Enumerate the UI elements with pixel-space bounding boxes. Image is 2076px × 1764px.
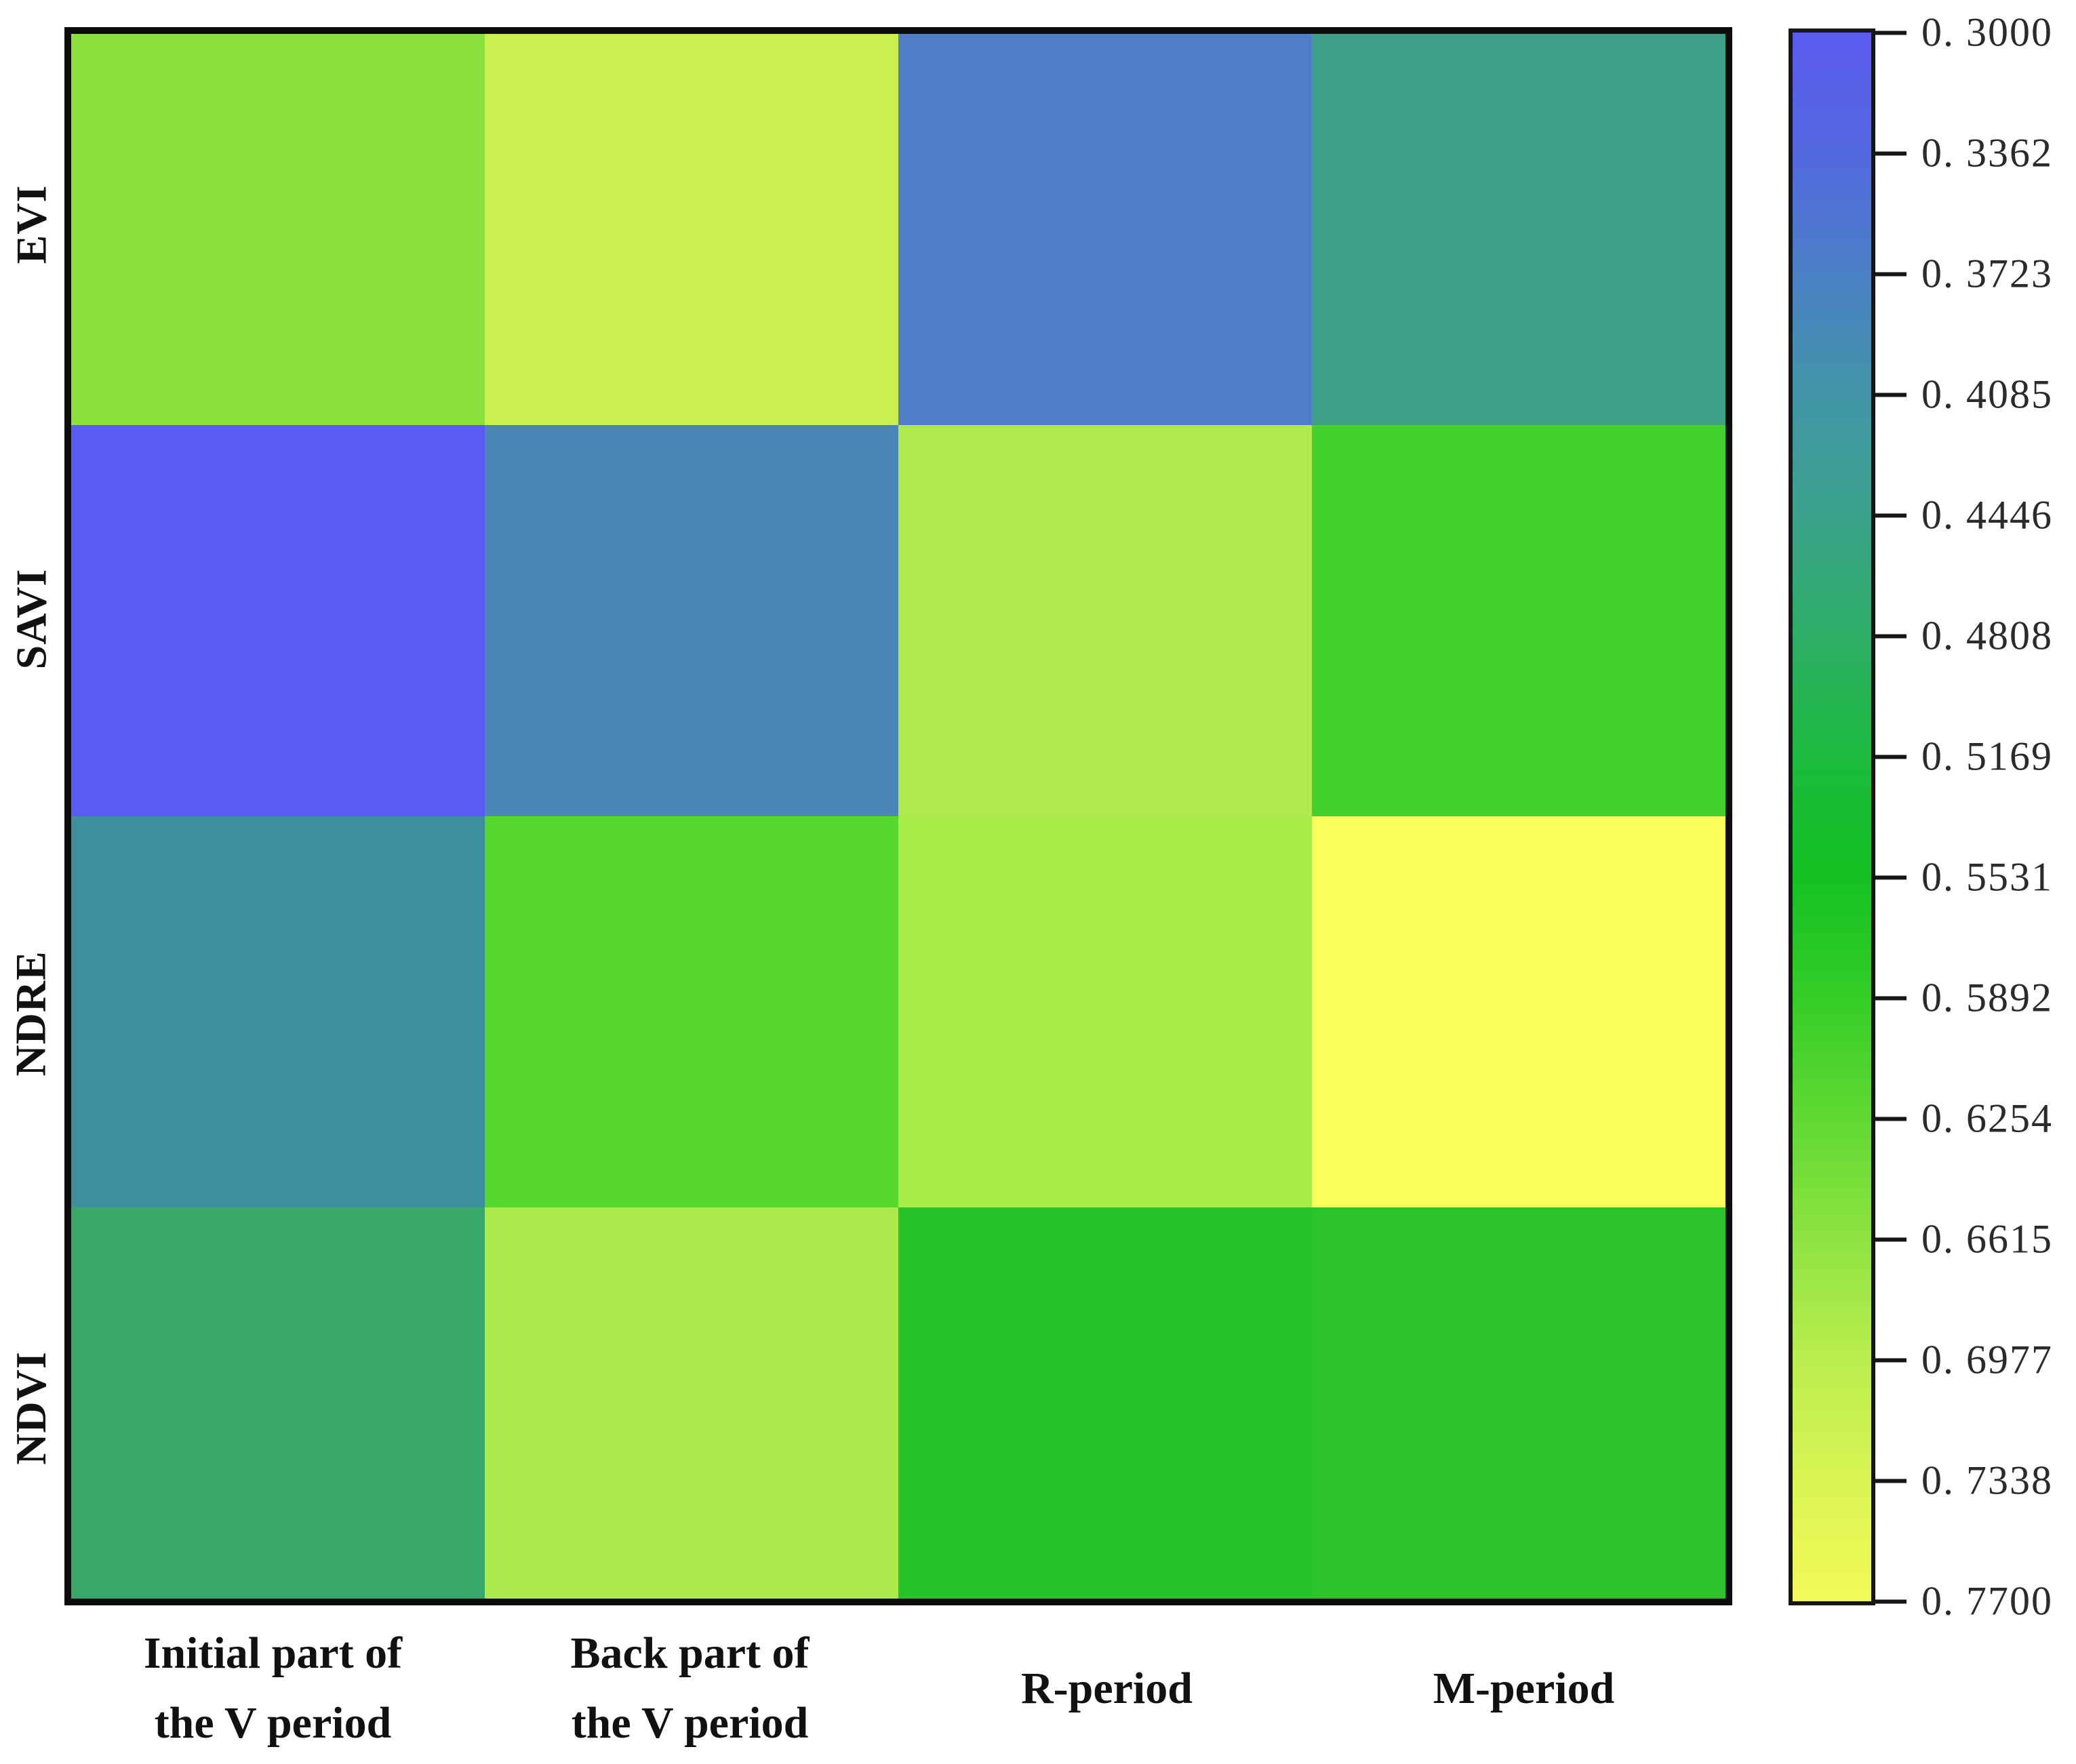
colorbar-tick-label: 0. 4808 bbox=[1921, 613, 2053, 658]
heatmap-cell-ndre-2 bbox=[898, 816, 1312, 1207]
heatmap-cell-ndvi-3 bbox=[1312, 1207, 1725, 1599]
colorbar-tick-label: 0. 3362 bbox=[1921, 130, 2053, 176]
y-axis-label-text: NDVI bbox=[7, 1351, 55, 1465]
x-axis-label-3: M-period bbox=[1315, 1617, 1732, 1759]
colorbar-tick-mark bbox=[1875, 996, 1907, 1000]
y-axis-label-ndvi: NDVI bbox=[0, 1211, 62, 1605]
colorbar-tick-label: 0. 5531 bbox=[1921, 854, 2053, 900]
colorbar-tick-mark bbox=[1875, 1599, 1907, 1603]
colorbar-tick-7: 0. 5531 bbox=[1875, 854, 2053, 901]
colorbar-tick-mark bbox=[1875, 634, 1907, 638]
colorbar-tick-11: 0. 6977 bbox=[1875, 1337, 2053, 1384]
y-axis-label-text: EVI bbox=[7, 184, 55, 264]
colorbar-tick-10: 0. 6615 bbox=[1875, 1216, 2053, 1263]
heatmap-cell-evi-2 bbox=[898, 34, 1312, 425]
colorbar-tick-9: 0. 6254 bbox=[1875, 1096, 2053, 1142]
colorbar-tick-mark bbox=[1875, 272, 1907, 276]
colorbar-tick-label: 0. 6615 bbox=[1921, 1216, 2053, 1262]
colorbar-tick-label: 0. 6977 bbox=[1921, 1337, 2053, 1382]
x-axis-label-0: Initial part of the V period bbox=[64, 1617, 481, 1759]
colorbar-tick-label: 0. 5169 bbox=[1921, 734, 2053, 779]
y-axis-label-savi: SAVI bbox=[0, 422, 62, 816]
heatmap-cell-savi-2 bbox=[898, 425, 1312, 816]
heatmap-cell-evi-1 bbox=[485, 34, 898, 425]
colorbar-tick-label: 0. 3000 bbox=[1921, 9, 2053, 55]
colorbar-tick-mark bbox=[1875, 151, 1907, 155]
colorbar-tick-mark bbox=[1875, 1479, 1907, 1483]
colorbar-tick-mark bbox=[1875, 1358, 1907, 1362]
heatmap-cell-savi-3 bbox=[1312, 425, 1725, 816]
heatmap-cell-savi-0 bbox=[71, 425, 485, 816]
heatmap-cell-evi-3 bbox=[1312, 34, 1725, 425]
heatmap-cell-ndre-3 bbox=[1312, 816, 1725, 1207]
heatmap-cell-ndre-0 bbox=[71, 816, 485, 1207]
colorbar-tick-label: 0. 3723 bbox=[1921, 251, 2053, 296]
heatmap-cell-evi-0 bbox=[71, 34, 485, 425]
heatmap-cell-ndvi-1 bbox=[485, 1207, 898, 1599]
colorbar-tick-label: 0. 6254 bbox=[1921, 1096, 2053, 1141]
colorbar-tick-mark bbox=[1875, 875, 1907, 879]
colorbar-tick-12: 0. 7338 bbox=[1875, 1458, 2053, 1504]
colorbar-tick-mark bbox=[1875, 31, 1907, 35]
x-axis-label-1: Back part of the V period bbox=[481, 1617, 898, 1759]
colorbar-tick-label: 0. 4085 bbox=[1921, 372, 2053, 417]
colorbar-ticks: 0. 3000 0. 3362 0. 3723 0. 4085 0. 4446 0. 48… bbox=[1875, 10, 2072, 1624]
x-axis-labels: Initial part of the V period Back part of t… bbox=[64, 1617, 1732, 1759]
colorbar-tick-mark bbox=[1875, 1237, 1907, 1241]
colorbar bbox=[1789, 28, 1875, 1605]
heatmap-cell-ndre-1 bbox=[485, 816, 898, 1207]
heatmap-cell-ndvi-0 bbox=[71, 1207, 485, 1599]
colorbar-tick-8: 0. 5892 bbox=[1875, 975, 2053, 1022]
colorbar-tick-0: 0. 3000 bbox=[1875, 9, 2053, 56]
colorbar-tick-13: 0. 7700 bbox=[1875, 1578, 2053, 1625]
x-axis-label-line: M-period bbox=[1433, 1663, 1615, 1713]
y-axis-label-text: SAVI bbox=[7, 568, 55, 670]
colorbar-tick-6: 0. 5169 bbox=[1875, 734, 2053, 780]
colorbar-tick-label: 0. 7700 bbox=[1921, 1578, 2053, 1624]
x-axis-label-line: Back part of bbox=[570, 1628, 810, 1678]
y-axis-label-ndre: NDRE bbox=[0, 816, 62, 1211]
x-axis-label-line: R-period bbox=[1021, 1663, 1193, 1713]
colorbar-tick-label: 0. 4446 bbox=[1921, 492, 2053, 538]
colorbar-tick-mark bbox=[1875, 1117, 1907, 1121]
x-axis-label-2: R-period bbox=[898, 1617, 1315, 1759]
x-axis-label-line: Initial part of bbox=[143, 1628, 403, 1678]
colorbar-tick-mark bbox=[1875, 393, 1907, 397]
colorbar-tick-2: 0. 3723 bbox=[1875, 251, 2053, 298]
x-axis-label-line: the V period bbox=[154, 1698, 392, 1748]
x-axis-label-line: the V period bbox=[571, 1698, 809, 1748]
heatmap-cell-ndvi-2 bbox=[898, 1207, 1312, 1599]
colorbar-tick-3: 0. 4085 bbox=[1875, 372, 2053, 418]
colorbar-tick-label: 0. 5892 bbox=[1921, 975, 2053, 1020]
colorbar-tick-1: 0. 3362 bbox=[1875, 130, 2053, 177]
colorbar-tick-label: 0. 7338 bbox=[1921, 1458, 2053, 1503]
colorbar-tick-mark bbox=[1875, 513, 1907, 517]
colorbar-tick-mark bbox=[1875, 755, 1907, 759]
colorbar-tick-4: 0. 4446 bbox=[1875, 492, 2053, 539]
heatmap-grid bbox=[64, 27, 1732, 1605]
colorbar-tick-5: 0. 4808 bbox=[1875, 613, 2053, 660]
heatmap-cell-savi-1 bbox=[485, 425, 898, 816]
y-axis-label-text: NDRE bbox=[7, 950, 55, 1077]
y-axis-label-evi: EVI bbox=[0, 27, 62, 422]
